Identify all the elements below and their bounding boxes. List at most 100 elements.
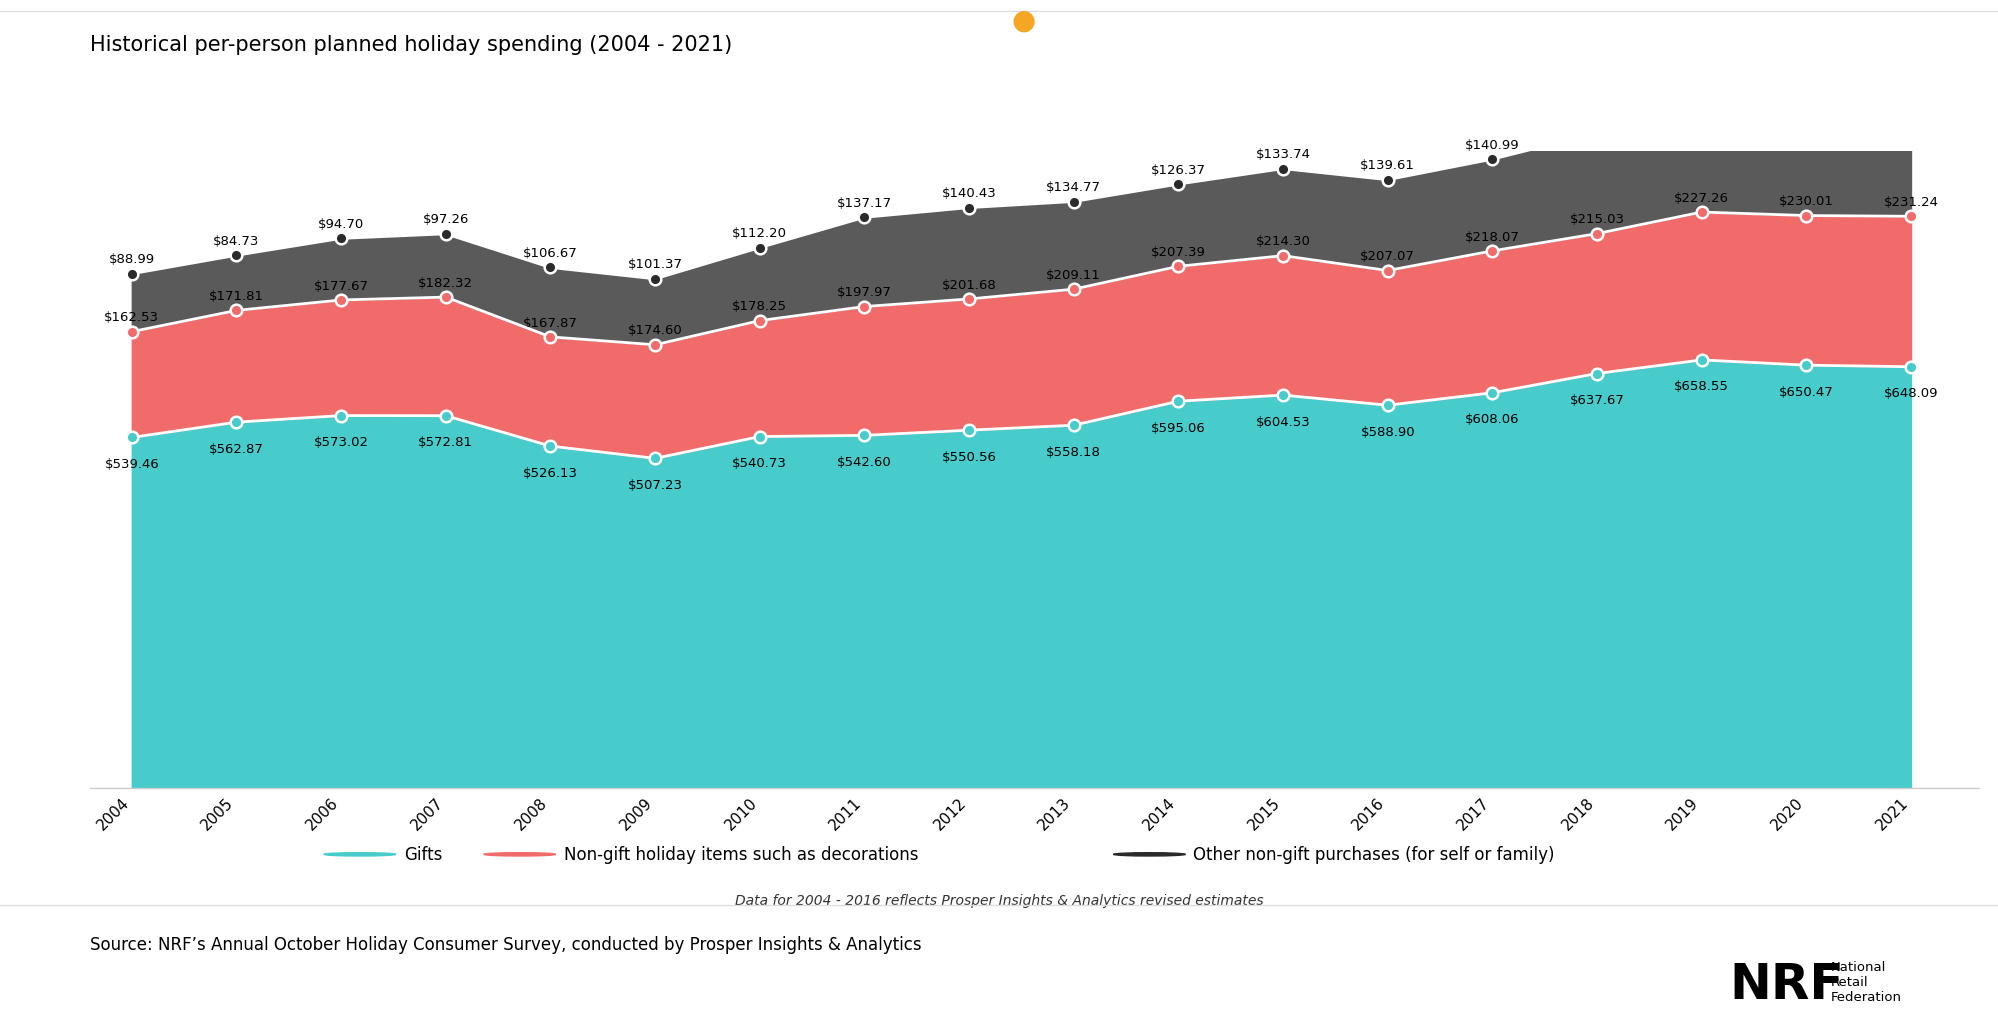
Point <box>1161 177 1193 193</box>
Point <box>743 429 775 445</box>
Text: $230.01: $230.01 <box>1778 195 1832 208</box>
Text: $214.30: $214.30 <box>1255 236 1311 248</box>
Point <box>1894 132 1926 149</box>
Text: $550.56: $550.56 <box>941 450 997 463</box>
Point <box>116 325 148 341</box>
Text: $658.55: $658.55 <box>1674 380 1728 393</box>
Point <box>743 313 775 330</box>
Text: $227.26: $227.26 <box>1674 191 1728 204</box>
Point <box>1371 397 1403 413</box>
Text: Source: NRF’s Annual October Holiday Consumer Survey, conducted by Prosper Insig: Source: NRF’s Annual October Holiday Con… <box>90 935 921 953</box>
Point <box>430 408 462 425</box>
Text: $140.99: $140.99 <box>1465 139 1518 152</box>
Point <box>1580 366 1612 382</box>
Text: $177.67: $177.67 <box>314 279 368 292</box>
Text: Non-gift holiday items such as decorations: Non-gift holiday items such as decoratio… <box>563 845 917 863</box>
Point <box>847 299 879 315</box>
Text: $137.17: $137.17 <box>837 197 891 210</box>
Text: $112.20: $112.20 <box>731 227 787 240</box>
Text: $94.70: $94.70 <box>318 217 364 231</box>
Point <box>953 291 985 307</box>
Point <box>1790 132 1822 149</box>
Text: $648.09: $648.09 <box>1882 387 1938 399</box>
Point <box>1267 162 1299 178</box>
Text: $162.53: $162.53 <box>104 311 160 324</box>
Point <box>326 232 358 248</box>
Text: $134.77: $134.77 <box>1045 181 1101 194</box>
Point <box>1894 209 1926 225</box>
Point <box>430 226 462 243</box>
Point <box>1580 226 1612 243</box>
Text: $207.39: $207.39 <box>1151 246 1205 259</box>
Text: $139.61: $139.61 <box>1359 159 1415 172</box>
Text: $507.23: $507.23 <box>627 478 681 491</box>
Point <box>1790 358 1822 374</box>
Text: $209.11: $209.11 <box>1045 269 1101 282</box>
Point <box>1267 249 1299 265</box>
Text: $604.53: $604.53 <box>1255 416 1311 428</box>
Text: $539.46: $539.46 <box>104 457 160 470</box>
Text: $101.37: $101.37 <box>627 258 681 271</box>
Point <box>1371 263 1403 279</box>
Point <box>1580 125 1612 142</box>
Text: $215.03: $215.03 <box>1568 213 1624 226</box>
Text: Gifts: Gifts <box>404 845 442 863</box>
Point <box>1477 152 1508 168</box>
Point <box>220 415 252 431</box>
Text: $595.06: $595.06 <box>1151 422 1205 435</box>
Text: $126.37: $126.37 <box>1151 164 1205 177</box>
Point <box>1477 385 1508 401</box>
Text: $140.43: $140.43 <box>941 187 995 200</box>
Point <box>1684 353 1716 369</box>
Text: $573.02: $573.02 <box>314 436 368 449</box>
Point <box>116 430 148 446</box>
Text: $174.60: $174.60 <box>627 325 681 337</box>
Point <box>639 451 671 467</box>
Point <box>1161 393 1193 409</box>
Point <box>1477 244 1508 260</box>
Point <box>1894 359 1926 375</box>
Text: $201.68: $201.68 <box>941 278 995 291</box>
Point <box>533 439 565 455</box>
Circle shape <box>484 853 555 856</box>
Text: $97.26: $97.26 <box>422 213 470 226</box>
Text: $178.25: $178.25 <box>731 300 787 313</box>
Point <box>326 408 358 425</box>
Text: National
Retail
Federation: National Retail Federation <box>1830 960 1902 1003</box>
Text: Other non-gift purchases (for self or family): Other non-gift purchases (for self or fa… <box>1193 845 1554 863</box>
Text: $88.99: $88.99 <box>108 253 154 266</box>
Text: $608.06: $608.06 <box>1465 412 1518 426</box>
Text: NRF: NRF <box>1728 960 1842 1008</box>
Text: $650.47: $650.47 <box>1778 385 1832 398</box>
Point <box>533 330 565 346</box>
Text: $637.67: $637.67 <box>1568 393 1624 406</box>
Text: $167.87: $167.87 <box>523 316 577 330</box>
Point <box>533 260 565 276</box>
Point <box>1371 173 1403 189</box>
Point <box>326 292 358 308</box>
Text: Data for 2004 - 2016 reflects Prosper Insights & Analytics revised estimates: Data for 2004 - 2016 reflects Prosper In… <box>735 893 1263 907</box>
Text: Historical per-person planned holiday spending (2004 - 2021): Historical per-person planned holiday sp… <box>90 35 731 56</box>
Point <box>953 200 985 216</box>
Point <box>1267 387 1299 403</box>
Text: $526.13: $526.13 <box>523 466 577 479</box>
Point <box>1057 282 1089 298</box>
Point <box>1057 418 1089 434</box>
Text: $231.24: $231.24 <box>1882 196 1938 208</box>
Point <box>953 423 985 439</box>
Text: $106.67: $106.67 <box>523 247 577 260</box>
Point <box>1684 99 1716 115</box>
Text: $558.18: $558.18 <box>1045 445 1101 458</box>
Point <box>1057 194 1089 210</box>
Point <box>220 303 252 319</box>
Point <box>116 267 148 283</box>
Text: ●: ● <box>1011 7 1035 35</box>
Text: $572.81: $572.81 <box>418 436 474 449</box>
Point <box>847 428 879 444</box>
Point <box>847 210 879 226</box>
Text: $84.73: $84.73 <box>214 235 260 248</box>
Point <box>220 248 252 264</box>
Text: $171.81: $171.81 <box>210 290 264 302</box>
Circle shape <box>1113 853 1185 856</box>
Text: $542.60: $542.60 <box>837 455 891 468</box>
